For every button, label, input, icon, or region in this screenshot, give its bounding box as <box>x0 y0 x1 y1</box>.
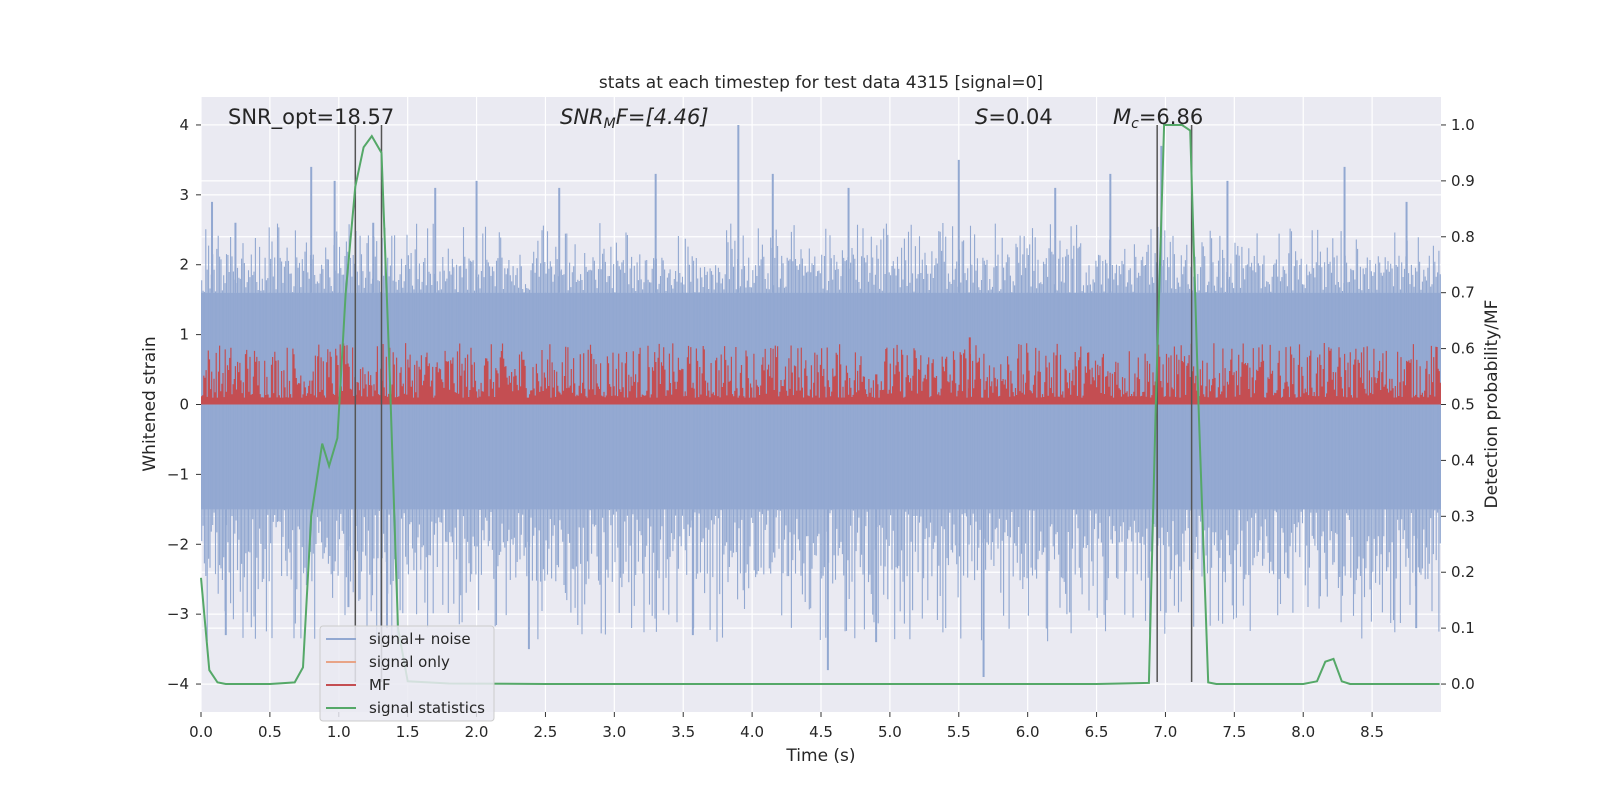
y-right-tick-label: 0.9 <box>1451 172 1475 190</box>
y-left-tick-label: 2 <box>179 256 189 274</box>
y-right-tick-label: 0.6 <box>1451 340 1475 358</box>
x-tick-label: 6.0 <box>1016 723 1040 741</box>
legend-label-signal-only: signal only <box>369 653 450 671</box>
y-right-tick-label: 1.0 <box>1451 116 1475 134</box>
x-tick-label: 4.5 <box>809 723 833 741</box>
y-left-tick-label: −1 <box>167 465 189 483</box>
x-tick-label: 0.0 <box>189 723 213 741</box>
mf-series <box>201 337 1441 405</box>
x-tick-label: 1.5 <box>396 723 420 741</box>
x-tick-label: 3.5 <box>671 723 695 741</box>
y-right-axis-label: Detection probability/MF <box>1482 300 1502 509</box>
x-tick-label: 7.5 <box>1222 723 1246 741</box>
y-right-tick-label: 0.0 <box>1451 675 1475 693</box>
y-left-tick-label: −3 <box>167 605 189 623</box>
y-right-tick-label: 0.8 <box>1451 228 1475 246</box>
y-right-tick-label: 0.4 <box>1451 451 1475 469</box>
annotation-s-rest: =0.04 <box>988 105 1052 129</box>
y-left-tick-label: 0 <box>179 396 189 414</box>
legend: signal+ noise signal only MF signal stat… <box>319 625 495 722</box>
x-tick-label: 5.0 <box>878 723 902 741</box>
x-tick-label: 8.5 <box>1360 723 1384 741</box>
y-left-axis-ticks: 4 3 2 1 0 −1 −2 −3 −4 <box>167 116 201 693</box>
x-tick-label: 1.0 <box>327 723 351 741</box>
x-tick-label: 3.0 <box>602 723 626 741</box>
y-left-tick-label: 1 <box>179 326 189 344</box>
annotation-mc: Mc=6.86 <box>1113 105 1203 132</box>
x-tick-label: 6.5 <box>1085 723 1109 741</box>
y-left-tick-label: 3 <box>179 186 189 204</box>
x-tick-label: 4.0 <box>740 723 764 741</box>
y-left-tick-label: −4 <box>167 675 189 693</box>
y-right-tick-label: 0.3 <box>1451 507 1475 525</box>
annotation-s: S=0.04 <box>975 105 1053 129</box>
x-tick-label: 8.0 <box>1291 723 1315 741</box>
y-right-tick-label: 0.1 <box>1451 619 1475 637</box>
legend-label-mf: MF <box>369 676 391 694</box>
y-right-axis-ticks: 1.0 0.9 0.8 0.7 0.6 0.5 0.4 0.3 0.2 0.1 0.0 <box>1441 116 1475 693</box>
annotation-snr-mf-main: SNR <box>560 105 604 129</box>
y-right-tick-label: 0.7 <box>1451 284 1475 302</box>
legend-box <box>319 625 495 722</box>
chart-title: stats at each timestep for test data 431… <box>599 73 1043 93</box>
vertical-markers <box>354 124 1193 682</box>
legend-label-signal-noise: signal+ noise <box>369 630 471 648</box>
x-tick-label: 0.5 <box>258 723 282 741</box>
annotation-mc-sub: c <box>1131 116 1139 132</box>
x-tick-label: 2.5 <box>534 723 558 741</box>
y-right-tick-label: 0.2 <box>1451 563 1475 581</box>
x-axis-ticks: 0.0 0.5 1.0 1.5 2.0 2.5 3.0 3.5 4.0 4.5 5.0 5.5 6.0 6… <box>189 712 1384 741</box>
annotation-mc-rest: =6.86 <box>1139 105 1203 129</box>
y-left-tick-label: 4 <box>179 116 189 134</box>
x-tick-label: 5.5 <box>947 723 971 741</box>
y-left-tick-label: −2 <box>167 535 189 553</box>
annotation-snr-mf-sub: M <box>604 116 616 132</box>
x-tick-label: 2.0 <box>465 723 489 741</box>
y-right-tick-label: 0.5 <box>1451 396 1475 414</box>
annotation-snr-mf-rest: F=[4.46] <box>616 105 709 129</box>
x-axis-label: Time (s) <box>785 746 855 766</box>
annotation-snr-mf: SNRMF=[4.46] <box>560 105 709 132</box>
annotation-snr-opt: SNR_opt=18.57 <box>228 105 394 130</box>
x-tick-label: 7.0 <box>1154 723 1178 741</box>
y-left-axis-label: Whitened strain <box>140 336 160 471</box>
annotation-mc-main: M <box>1113 105 1131 129</box>
annotation-s-main: S <box>975 105 988 129</box>
legend-label-signal-statistics: signal statistics <box>369 699 485 717</box>
